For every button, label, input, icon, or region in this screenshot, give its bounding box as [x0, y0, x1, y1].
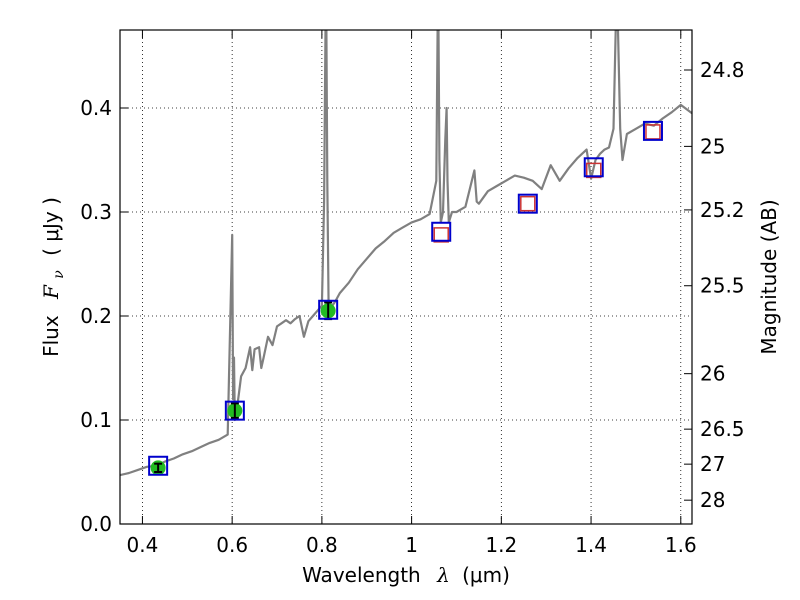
model-band-marker	[148, 455, 169, 476]
upper-limit-marker	[433, 227, 449, 243]
ticks	[120, 30, 692, 525]
x-tick-label: 1.6	[665, 533, 697, 557]
mag-tick-label: 26	[700, 362, 725, 386]
x-axis-label-unit: (μm)	[462, 563, 510, 587]
plot-background	[120, 30, 692, 524]
model-band-marker	[583, 157, 604, 178]
model-band-marker	[224, 400, 245, 421]
mag-tick-label: 25.2	[700, 198, 745, 222]
x-tick-label: 1.4	[575, 533, 607, 557]
upper-limit-marker	[520, 195, 536, 212]
x-axis-label: Wavelength λ (μm)	[302, 563, 510, 587]
x-tick-label: 0.6	[216, 533, 248, 557]
model-band-marker	[642, 120, 663, 141]
model-band-marker	[431, 221, 452, 242]
y-axis-label-symbol: F	[39, 284, 63, 300]
y-tick-label: 0.4	[80, 96, 112, 120]
model-band-marker	[318, 299, 339, 320]
y-tick-label: 0.0	[80, 512, 112, 536]
y-tick-label: 0.2	[80, 304, 112, 328]
y2-axis-label: Magnitude (AB)	[757, 199, 781, 354]
model-band-marker	[517, 193, 538, 214]
x-axis-label-text: Wavelength	[302, 563, 421, 587]
mag-tick-label: 28	[700, 488, 725, 512]
y-axis-label: Flux F ν ( μJy )	[39, 197, 68, 357]
x-tick-label: 1.2	[485, 533, 517, 557]
x-tick-label: 0.8	[306, 533, 338, 557]
x-tick-label: 0.4	[127, 533, 159, 557]
y-axis-label-unit: ( μJy )	[39, 197, 63, 256]
y-axis-label-subscript: ν	[51, 270, 67, 279]
y-tick-label: 0.3	[80, 200, 112, 224]
x-tick-label: 1	[405, 533, 418, 557]
photometry-series	[148, 120, 663, 476]
x-axis-label-symbol: λ	[436, 563, 450, 587]
mag-tick-label: 27	[700, 452, 725, 476]
mag-tick-label: 25	[700, 134, 725, 158]
mag-tick-label: 24.8	[700, 58, 745, 82]
mag-tick-label: 25.5	[700, 274, 745, 298]
y-axis-label-text: Flux	[39, 315, 63, 357]
plot-frame	[119, 29, 693, 525]
mag-tick-label: 26.5	[700, 417, 745, 441]
y-tick-label: 0.1	[80, 408, 112, 432]
upper-limit-marker	[586, 162, 602, 179]
tick-labels: 0.4 0.6 0.8 1 1.2 1.4 1.6 0.0 0.1 0.2 0.3 0.4 24.8 25…	[80, 58, 744, 557]
